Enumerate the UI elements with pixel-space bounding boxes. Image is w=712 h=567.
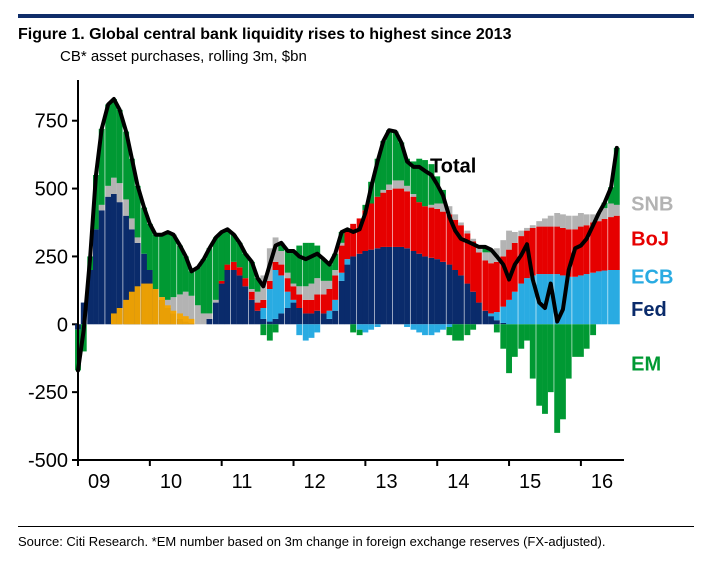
svg-text:-250: -250 <box>28 382 68 404</box>
svg-text:0: 0 <box>57 314 68 336</box>
chart: -500 -250 0 250 500 750 09 10 11 12 13 14 15 16 Fed ECB… <box>18 74 694 504</box>
svg-text:250: 250 <box>35 246 68 268</box>
svg-text:13: 13 <box>375 471 397 493</box>
bottom-rule <box>18 526 694 527</box>
svg-text:15: 15 <box>519 471 541 493</box>
svg-text:10: 10 <box>160 471 182 493</box>
svg-text:500: 500 <box>35 179 68 201</box>
svg-text:12: 12 <box>304 471 326 493</box>
top-rule <box>18 14 694 18</box>
figure-1: Figure 1. Global central bank liquidity … <box>0 0 712 567</box>
figure-source: Source: Citi Research. *EM number based … <box>18 534 605 549</box>
svg-text:14: 14 <box>447 471 469 493</box>
svg-text:11: 11 <box>232 471 253 493</box>
series-label-boj: BoJ <box>631 229 669 251</box>
series-label-ecb: ECB <box>631 267 673 289</box>
svg-text:09: 09 <box>88 471 110 493</box>
svg-text:750: 750 <box>35 111 68 133</box>
svg-text:16: 16 <box>591 471 613 493</box>
series-label-snb: SNB <box>631 193 673 215</box>
series-label-total: Total <box>430 155 476 177</box>
svg-text:-500: -500 <box>28 450 68 472</box>
series-label-em: EM <box>631 353 661 375</box>
figure-title: Figure 1. Global central bank liquidity … <box>18 26 511 44</box>
series-label-fed: Fed <box>631 299 667 321</box>
figure-subtitle: CB* asset purchases, rolling 3m, $bn <box>60 48 307 65</box>
